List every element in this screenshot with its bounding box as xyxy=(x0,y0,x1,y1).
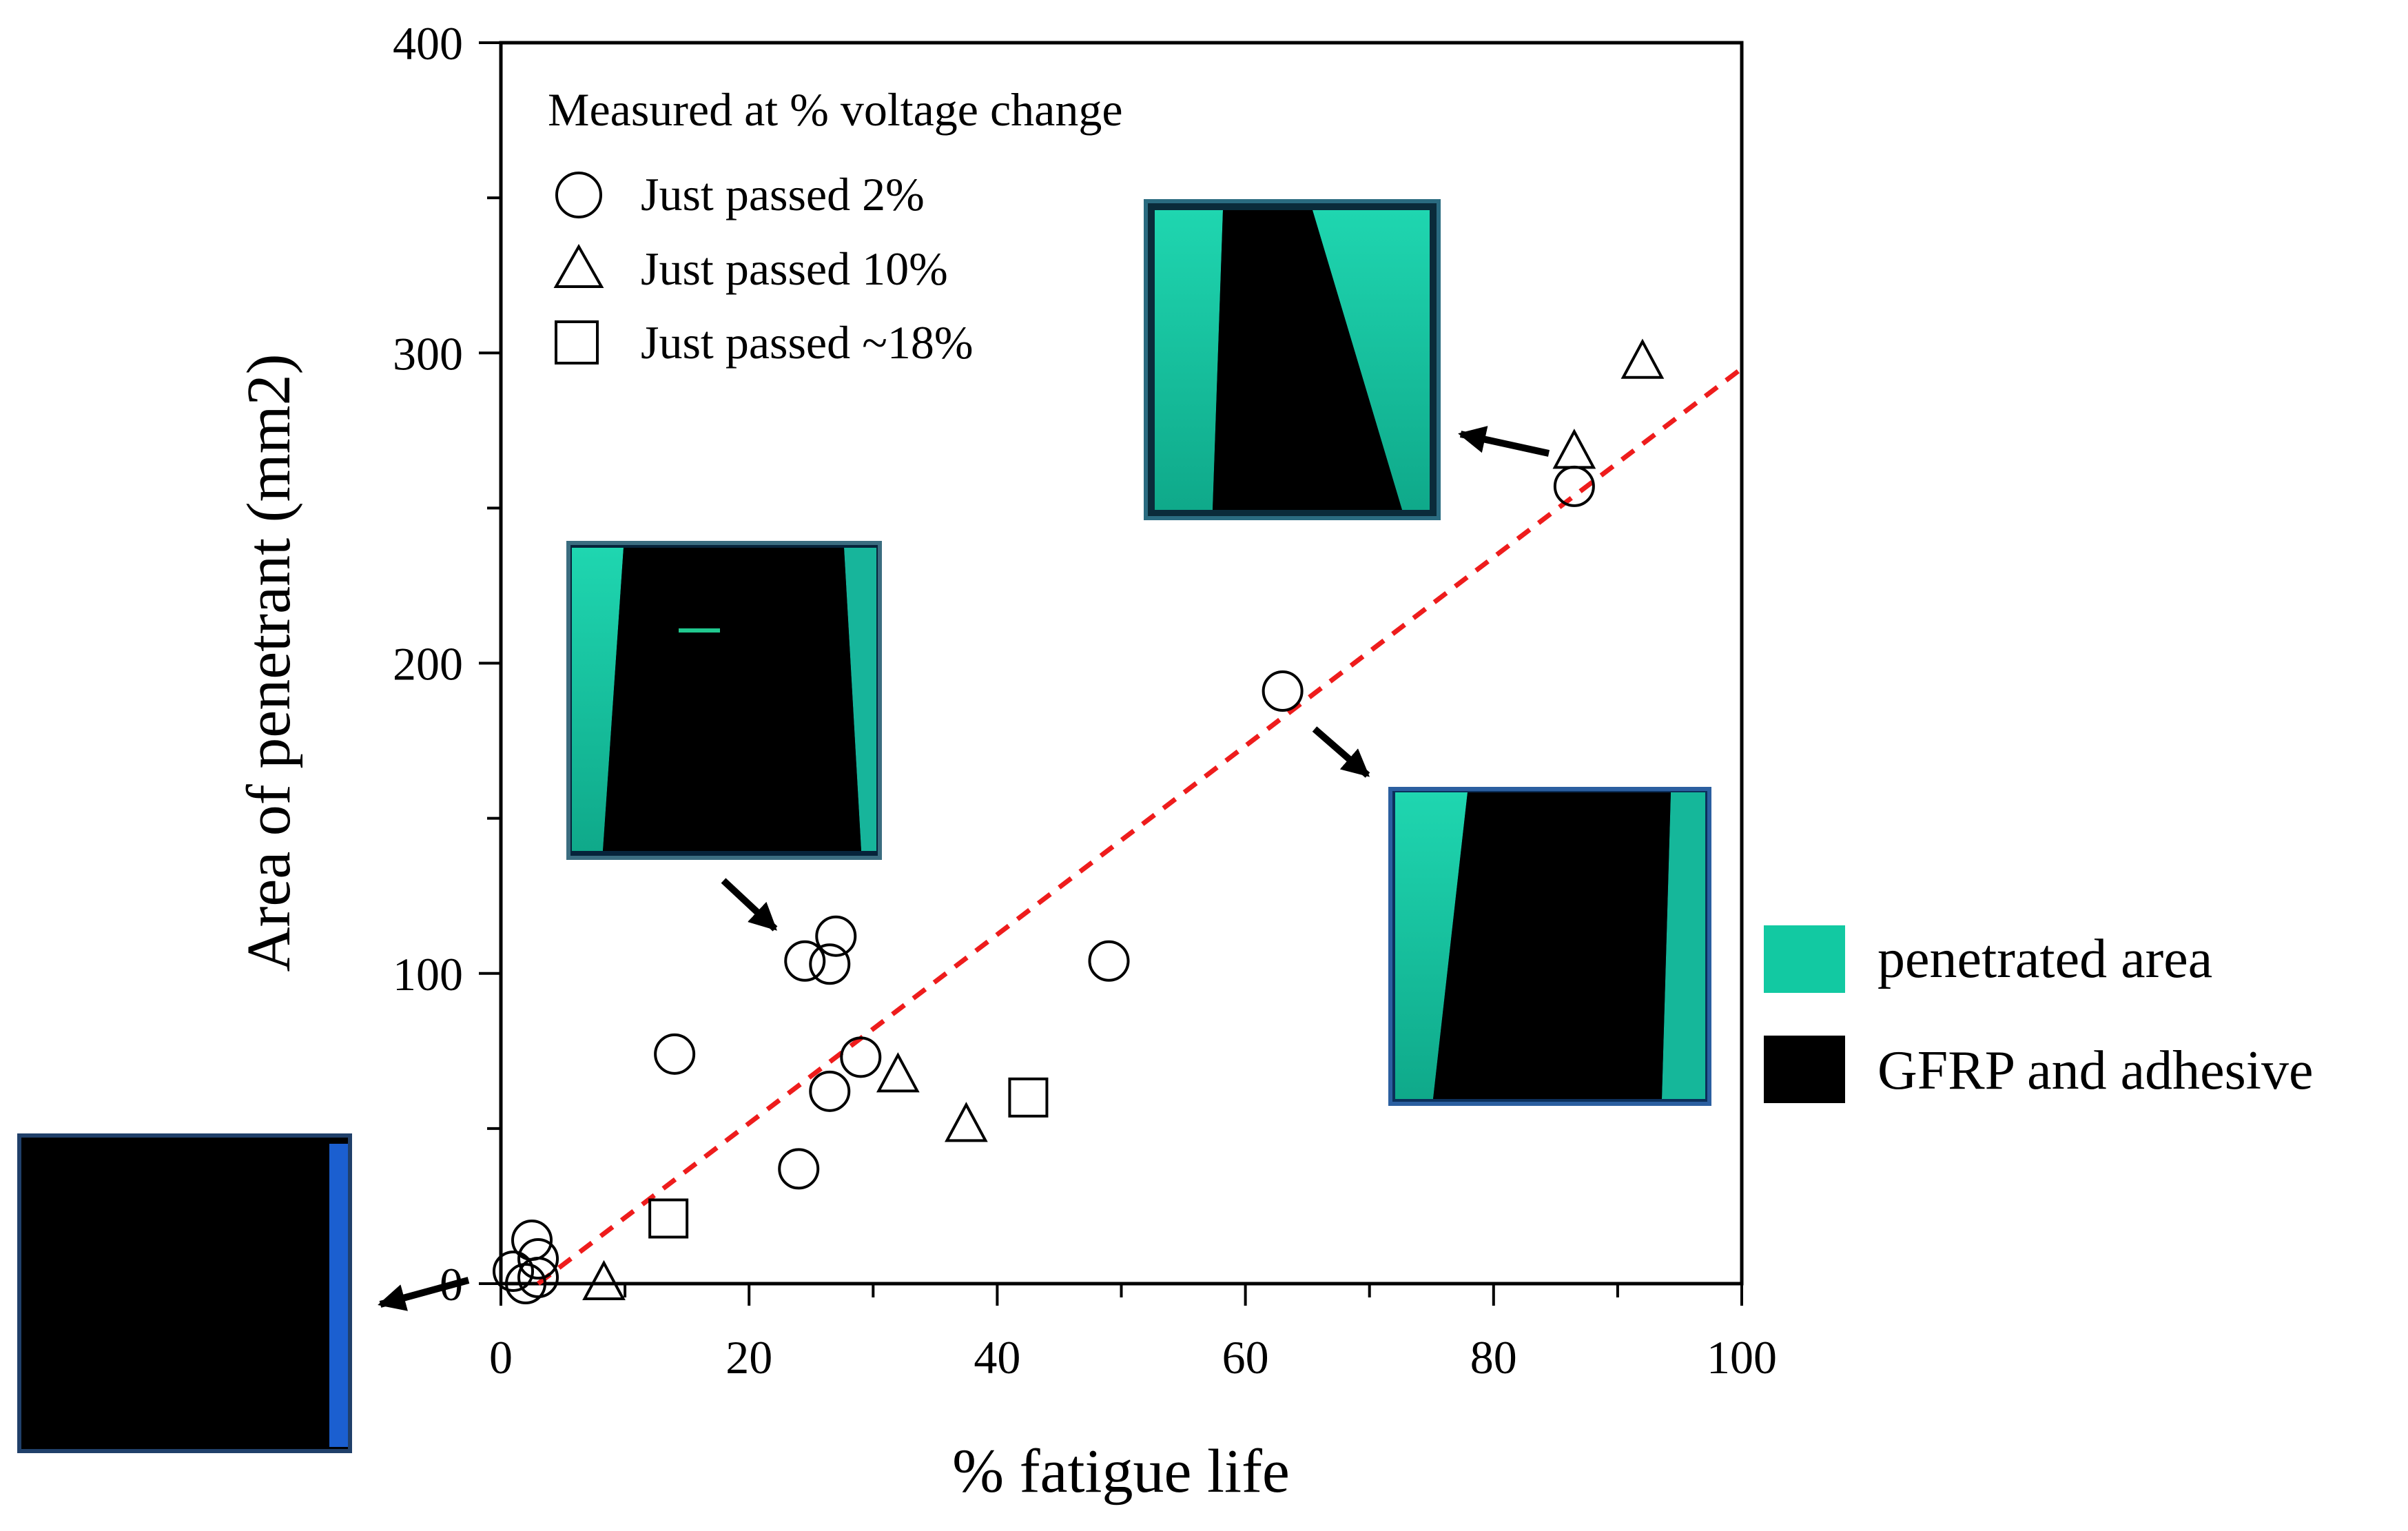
legend-entry-triangle: Just passed 10% xyxy=(641,243,948,295)
x-tick-label: 60 xyxy=(1222,1331,1269,1384)
x-tick-label: 100 xyxy=(1707,1331,1777,1384)
inset-image-2 xyxy=(566,541,882,860)
color-legend: penetrated area GFRP and adhesive xyxy=(1764,925,2314,1103)
penetrated-area-swatch xyxy=(1764,925,1845,993)
arrow-from-inset-2 xyxy=(721,878,778,932)
circle-data-point xyxy=(809,943,851,985)
x-tick-label: 80 xyxy=(1470,1331,1517,1384)
y-tick-label: 300 xyxy=(393,327,463,380)
x-tick-label: 20 xyxy=(726,1331,772,1384)
pointer-arrows xyxy=(378,426,1550,1311)
legend-title: Measured at % voltage change xyxy=(548,83,1123,136)
legend-entry-circle: Just passed 2% xyxy=(641,168,925,220)
square-data-point xyxy=(648,1198,689,1239)
circle-data-point xyxy=(1262,670,1304,712)
circle-data-point xyxy=(815,915,857,957)
gfrp-label: GFRP and adhesive xyxy=(1877,1040,2314,1101)
y-tick-label: 200 xyxy=(393,638,463,690)
arrow-to-inset-1 xyxy=(1458,426,1550,457)
arrow-to-inset-0 xyxy=(378,1277,470,1311)
x-tick-label: 40 xyxy=(974,1331,1020,1384)
y-tick-label: 400 xyxy=(393,17,463,70)
circle-data-point xyxy=(778,1148,820,1190)
triangle-data-point xyxy=(1552,429,1596,469)
circle-data-point xyxy=(1088,940,1130,982)
legend-square-marker xyxy=(555,320,599,364)
legend-entry-square: Just passed ~18% xyxy=(641,316,974,369)
y-axis-label: Area of penetrant (mm2) xyxy=(235,353,303,972)
inset-image-3 xyxy=(1388,787,1711,1106)
triangle-data-point xyxy=(1620,338,1665,379)
legend-triangle-marker xyxy=(553,243,604,288)
circle-data-point xyxy=(493,1250,535,1292)
x-axis-label: % fatigue life xyxy=(952,1437,1290,1506)
triangle-data-point xyxy=(582,1260,626,1300)
triangle-data-point xyxy=(876,1052,920,1093)
legend-circle-marker xyxy=(555,172,602,218)
circle-data-point xyxy=(840,1036,882,1078)
inset-image-0 xyxy=(17,1133,352,1453)
gfrp-swatch xyxy=(1764,1036,1845,1103)
trend-line xyxy=(536,366,1744,1286)
marker-legend: Measured at % voltage change Just passed… xyxy=(548,83,1123,369)
circle-data-point xyxy=(654,1033,696,1075)
circle-data-point xyxy=(517,1256,559,1298)
circle-data-point xyxy=(809,1070,851,1112)
arrow-to-inset-3 xyxy=(1312,726,1370,778)
square-data-point xyxy=(1008,1077,1049,1118)
triangle-data-point xyxy=(945,1102,988,1142)
y-tick-label: 100 xyxy=(393,948,463,1000)
x-tick-label: 0 xyxy=(489,1331,513,1384)
circle-data-point xyxy=(784,940,826,982)
inset-image-1 xyxy=(1144,199,1441,520)
circle-data-point xyxy=(517,1237,559,1280)
penetrated-area-label: penetrated area xyxy=(1877,929,2212,989)
data-points xyxy=(493,338,1665,1304)
